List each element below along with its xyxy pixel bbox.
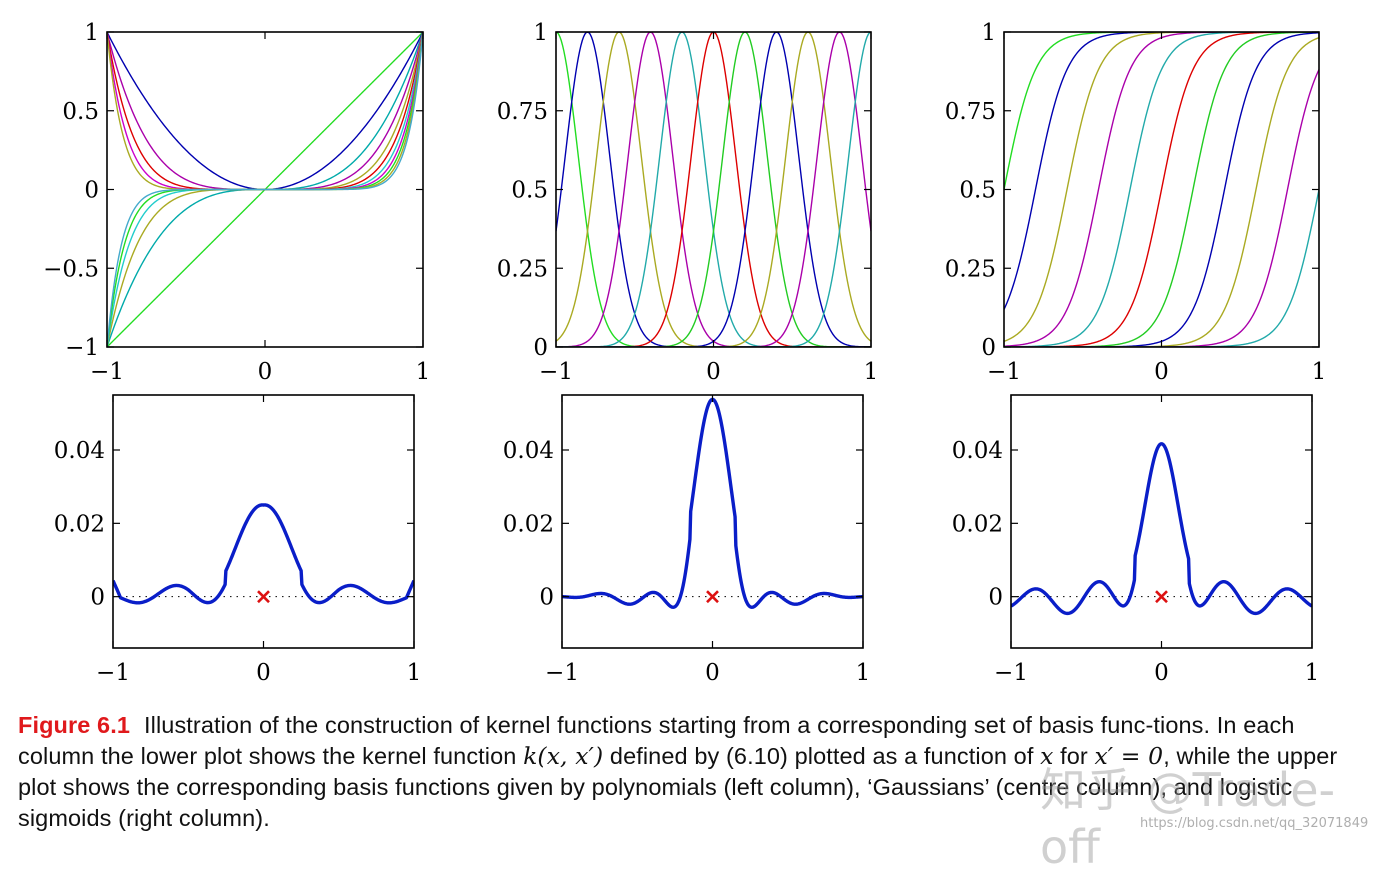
y-tick-label: 0.02	[503, 511, 554, 537]
y-tick-label: 0.5	[959, 178, 996, 204]
caption-math-kernel: k(x, x′)	[523, 742, 604, 770]
y-tick-label: 0.5	[511, 178, 548, 204]
chart-panels: −1 0 1−1−0.500.51−1 0 100.250.50.751−1 0 100.2…	[43, 20, 1326, 686]
series-line-10	[107, 32, 423, 191]
series-line-4	[556, 32, 871, 347]
x-tick-label: −1	[539, 359, 573, 385]
series-line-6	[1004, 32, 1319, 347]
series-line-10	[1004, 69, 1319, 347]
y-tick-label: 0.04	[54, 438, 105, 464]
series-line-3	[556, 32, 871, 347]
y-tick-label: 0	[90, 585, 105, 611]
watermark-url: https://blog.csdn.net/qq_32071849	[1140, 816, 1369, 831]
x-tick-label: 0	[705, 660, 720, 686]
series-line-2	[1004, 32, 1319, 310]
chart-kpoly: −1 0 1 0 0.02 0.04	[54, 394, 422, 686]
axes-frame	[561, 394, 864, 649]
x-tick-label: 0	[706, 359, 721, 385]
kernel-line	[1011, 442, 1312, 616]
x-tick-label: 1	[856, 660, 871, 686]
y-tick-label: −0.5	[43, 256, 99, 282]
y-tick-label: 0.5	[62, 99, 99, 125]
x-tick-label: −1	[96, 660, 130, 686]
y-tick-label: 0.25	[497, 256, 548, 282]
x-tick-label: 0	[1154, 660, 1169, 686]
chart-gauss: −1 0 100.250.50.751	[497, 20, 879, 385]
series-line-6	[107, 32, 423, 191]
y-tick-label: 0	[539, 585, 554, 611]
chart-ksigm: −1 0 1 0 0.02 0.04	[952, 394, 1320, 686]
x-tick-label: 0	[256, 660, 271, 686]
series-line-1	[556, 32, 871, 347]
series-group	[1004, 32, 1319, 347]
x-tick-label: −1	[90, 359, 124, 385]
kernel-line	[113, 503, 414, 605]
axes-frame	[112, 394, 415, 649]
x-tick-label: 1	[1312, 359, 1327, 385]
axes-frame	[1010, 394, 1313, 649]
series-group	[1011, 442, 1312, 616]
series-line-8	[107, 32, 423, 191]
series-line-7	[556, 32, 871, 347]
y-tick-label: −1	[65, 335, 99, 361]
y-tick-label: 1	[981, 20, 996, 46]
y-tick-label: 0.75	[945, 99, 996, 125]
y-tick-label: 1	[533, 20, 548, 46]
x-tick-label: −1	[994, 660, 1028, 686]
kernel-line	[562, 397, 863, 609]
series-line-11	[1004, 189, 1319, 347]
reference-point-marker	[706, 590, 719, 604]
x-tick-label: 0	[1154, 359, 1169, 385]
chart-sigm: −1 0 100.250.50.751	[945, 20, 1327, 385]
y-tick-label: 0.02	[54, 511, 105, 537]
y-tick-label: 0	[981, 335, 996, 361]
caption-text-4: , while the upper plot shows the corresp…	[18, 743, 1338, 831]
y-tick-label: 0.25	[945, 256, 996, 282]
series-group	[562, 397, 863, 609]
caption-label: Figure 6.1	[18, 712, 131, 738]
series-line-5	[556, 32, 871, 347]
x-tick-label: −1	[987, 359, 1021, 385]
x-tick-label: −1	[545, 660, 579, 686]
y-tick-label: 0.75	[497, 99, 548, 125]
x-tick-label: 1	[1305, 660, 1320, 686]
reference-point-marker	[257, 590, 270, 604]
watermark-text: 知乎 @Trade-off	[1040, 763, 1336, 874]
y-tick-label: 0	[533, 335, 548, 361]
x-tick-label: 1	[416, 359, 431, 385]
series-line-2	[107, 32, 423, 191]
y-tick-label: 1	[84, 20, 99, 46]
y-tick-label: 0.04	[952, 438, 1003, 464]
series-line-2	[556, 32, 871, 347]
series-line-10	[556, 32, 871, 347]
caption-text-1: Illustration of the construction of kern…	[18, 712, 1295, 769]
series-line-1	[1004, 32, 1319, 190]
y-tick-label: 0.02	[952, 511, 1003, 537]
caption-text-2: defined by (6.10) plotted as a function …	[603, 743, 1041, 769]
y-tick-label: 0	[84, 178, 99, 204]
figure-canvas: −1 0 1−1−0.500.51−1 0 100.250.50.751−1 0 100.2…	[43, 20, 1326, 686]
caption-math-x: x	[1040, 742, 1054, 770]
series-line-11	[556, 32, 871, 347]
axes-frame	[555, 31, 872, 348]
series-group	[556, 32, 871, 347]
y-tick-label: 0.04	[503, 438, 554, 464]
x-tick-label: 1	[407, 660, 422, 686]
caption-text-3: for	[1053, 743, 1095, 769]
x-tick-label: 0	[258, 359, 273, 385]
series-group	[113, 503, 414, 605]
series-line-8	[556, 32, 871, 347]
reference-point-marker	[1155, 590, 1168, 604]
series-line-9	[556, 32, 871, 347]
series-line-11	[107, 32, 423, 347]
series-group	[107, 32, 423, 347]
chart-kgauss: −1 0 1 0 0.02 0.04	[503, 394, 871, 686]
figure-caption: Figure 6.1 Illustration of the constructi…	[18, 710, 1373, 834]
series-line-6	[556, 32, 871, 347]
caption-math-xprime: x′ = 0	[1094, 742, 1164, 770]
y-tick-label: 0	[988, 585, 1003, 611]
series-line-4	[107, 32, 423, 191]
chart-poly: −1 0 1 −1 −0.5 0 0.5 1	[43, 20, 430, 385]
x-tick-label: 1	[864, 359, 879, 385]
